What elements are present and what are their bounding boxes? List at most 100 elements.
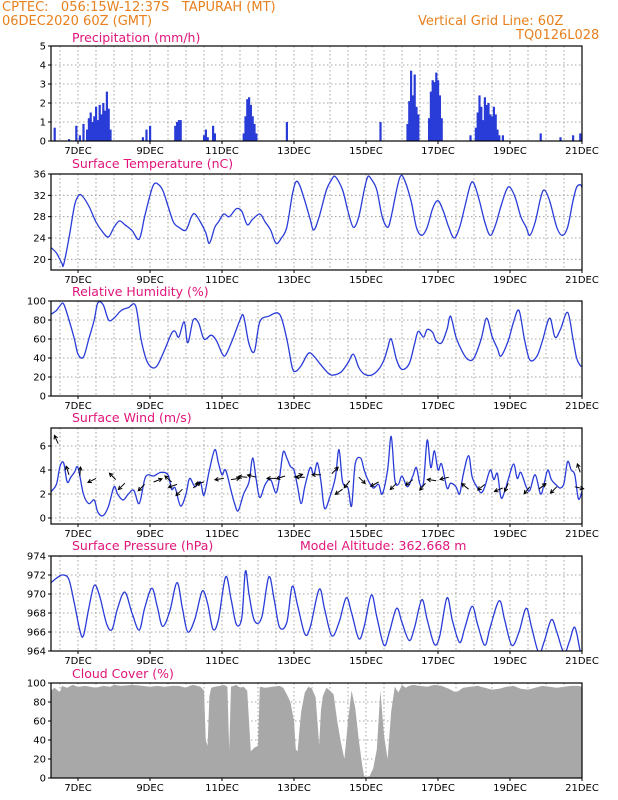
precip-bar — [89, 112, 92, 141]
x-tick-label: 9DEC — [136, 529, 163, 540]
wind-vector — [294, 474, 305, 480]
precip-bar — [285, 122, 288, 141]
panel-title: Surface Pressure (hPa) — [72, 538, 213, 553]
y-tick-label: 36 — [33, 170, 46, 181]
wind-vector — [439, 476, 449, 481]
x-tick-label: 7DEC — [64, 401, 91, 412]
precip-bar — [87, 118, 90, 141]
x-tick-label: 19DEC — [493, 401, 527, 412]
run-date: 06DEC2020 60Z (GMT) — [2, 14, 153, 29]
precip-bar — [408, 101, 411, 141]
precip-bar — [431, 80, 434, 141]
wind-vector — [153, 477, 163, 483]
x-tick-label: 7DEC — [64, 529, 91, 540]
precip-bar — [105, 91, 108, 141]
wind-vector — [426, 477, 437, 483]
precip-bar — [179, 120, 182, 141]
x-tick-label: 15DEC — [349, 656, 383, 667]
precip-bar — [253, 123, 256, 141]
wind-vector — [246, 473, 257, 479]
precip-bar — [255, 133, 258, 141]
y-tick-label: 100 — [27, 679, 46, 690]
wind-vector — [137, 484, 145, 492]
wind-vector — [523, 486, 531, 495]
x-tick-label: 21DEC — [565, 529, 599, 540]
precip-bar — [413, 74, 416, 141]
precip-bar — [438, 95, 441, 141]
vertical-grid-note: Vertical Grid Line: 60Z — [418, 14, 564, 29]
x-tick-label: 11DEC — [205, 401, 239, 412]
wind-vector — [419, 482, 426, 492]
panel-frame — [50, 427, 583, 525]
wind-vector — [265, 476, 276, 481]
precip-bar — [410, 70, 413, 141]
x-tick-label: 7DEC — [64, 656, 91, 667]
precip-bar — [177, 120, 180, 141]
x-tick-label: 19DEC — [493, 529, 527, 540]
y-tick-label: 968 — [27, 609, 46, 620]
x-tick-label: 13DEC — [277, 783, 311, 794]
wind-vector — [237, 474, 248, 480]
wind-vector — [389, 482, 397, 491]
panel-frame — [50, 555, 583, 652]
wind-vector — [476, 484, 486, 491]
precip-bar — [95, 106, 98, 141]
precip-bar — [53, 127, 56, 141]
cloud-cover-area — [51, 684, 582, 778]
precip-bar — [206, 137, 209, 141]
precip-bar — [417, 114, 420, 141]
y-tick-label: 20 — [33, 373, 46, 384]
precip-bar — [498, 135, 501, 141]
x-tick-label: 17DEC — [421, 401, 455, 412]
x-tick-label: 17DEC — [421, 656, 455, 667]
x-tick-label: 19DEC — [493, 275, 527, 286]
precip-bar — [149, 125, 152, 141]
precip-bar — [494, 114, 497, 141]
wind-vector — [108, 472, 117, 480]
wind-vector — [460, 482, 469, 490]
y-tick-label: 5 — [40, 42, 46, 53]
precip-bar — [93, 116, 96, 141]
wind-vector — [87, 477, 97, 484]
panel-title: Relative Humidity (%) — [72, 284, 209, 299]
precip-bar — [469, 135, 472, 141]
precip-bar — [251, 116, 254, 141]
precip-bar — [406, 123, 409, 141]
precip-bar — [489, 114, 492, 141]
x-tick-label: 7DEC — [64, 783, 91, 794]
y-tick-label: 4 — [40, 61, 46, 72]
wind-vector — [334, 488, 343, 495]
precip-bar — [244, 116, 247, 141]
precip-bar — [174, 125, 177, 141]
precip-bar — [496, 129, 499, 141]
x-tick-label: 21DEC — [565, 656, 599, 667]
x-tick-label: 19DEC — [493, 656, 527, 667]
precip-bar — [559, 137, 562, 141]
y-tick-label: 40 — [33, 736, 46, 747]
precip-bar — [579, 133, 582, 141]
precip-bar — [435, 72, 438, 141]
x-tick-label: 11DEC — [205, 146, 239, 157]
precip-bar — [482, 120, 485, 141]
precip-bar — [480, 106, 483, 141]
x-tick-label: 15DEC — [349, 275, 383, 286]
precip-bar — [141, 137, 144, 141]
y-tick-label: 3 — [40, 80, 46, 91]
y-tick-label: 0 — [40, 392, 46, 403]
precip-bar — [96, 120, 99, 141]
rh-line — [51, 301, 582, 377]
y-tick-label: 2 — [40, 490, 46, 501]
y-tick-label: 2 — [40, 99, 46, 110]
x-tick-label: 15DEC — [349, 783, 383, 794]
panel-title: Surface Wind (m/s) — [72, 410, 192, 425]
wind-vector — [275, 475, 286, 481]
wind-vector — [310, 472, 321, 478]
precip-bar — [100, 114, 103, 141]
x-tick-label: 13DEC — [277, 656, 311, 667]
precip-bar — [485, 104, 488, 141]
x-tick-label: 15DEC — [349, 529, 383, 540]
x-tick-label: 15DEC — [349, 401, 383, 412]
precip-bar — [242, 133, 245, 141]
precip-bar — [248, 97, 251, 141]
precip-bar — [104, 110, 107, 141]
